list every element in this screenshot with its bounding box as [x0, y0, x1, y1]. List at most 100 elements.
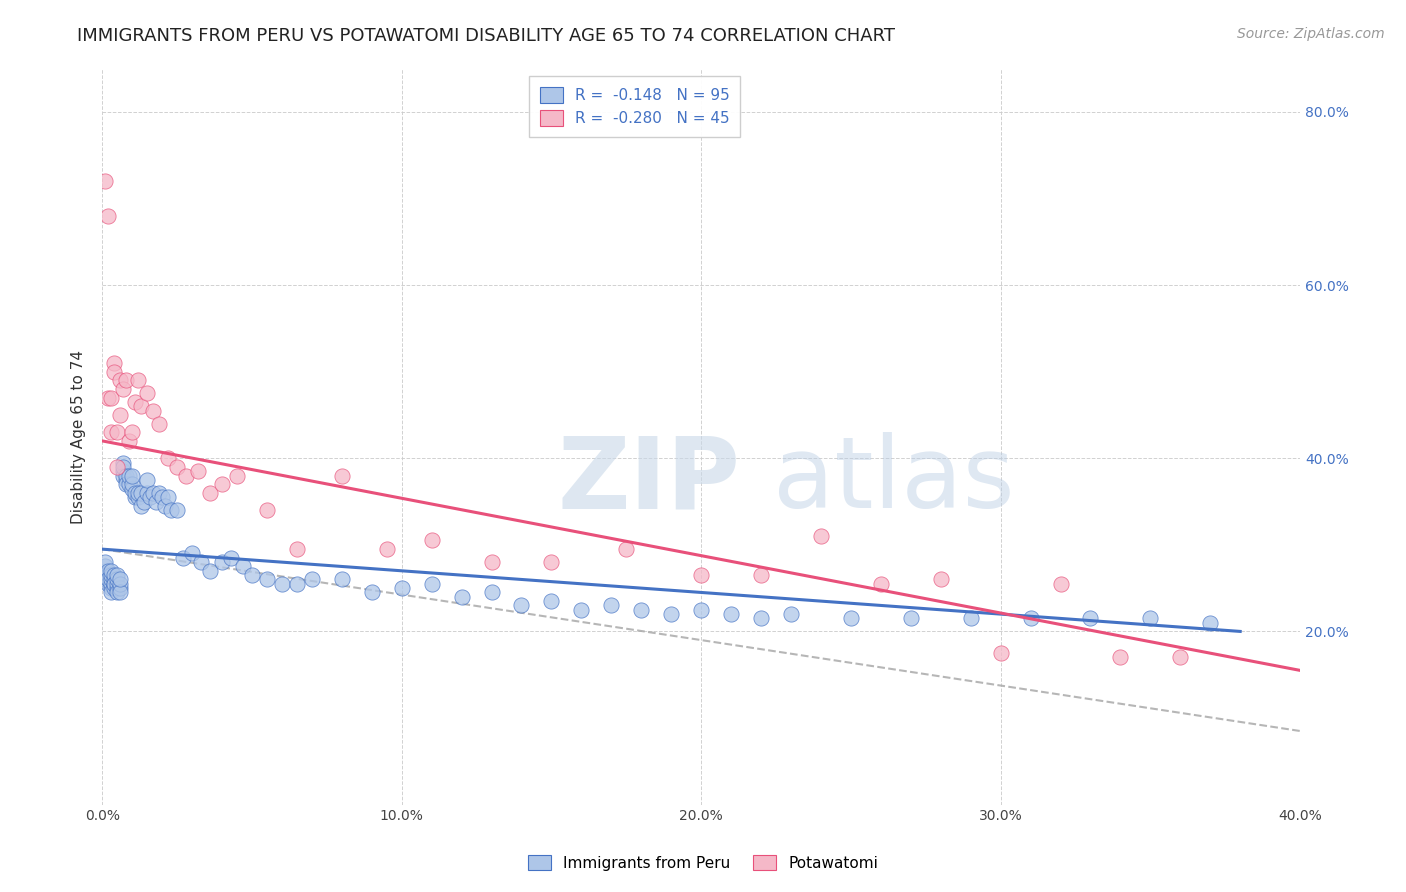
Text: atlas: atlas	[773, 433, 1015, 529]
Point	[103, 581, 125, 595]
Point	[187, 464, 209, 478]
Point	[142, 486, 165, 500]
Point	[94, 174, 117, 188]
Point	[129, 499, 152, 513]
Point	[1019, 611, 1042, 625]
Point	[112, 459, 135, 474]
Point	[105, 581, 128, 595]
Point	[360, 585, 382, 599]
Point	[540, 555, 562, 569]
Point	[153, 499, 176, 513]
Point	[129, 486, 152, 500]
Point	[103, 573, 125, 587]
Point	[780, 607, 803, 621]
Point	[391, 581, 413, 595]
Point	[112, 382, 135, 396]
Point	[94, 555, 117, 569]
Point	[94, 568, 117, 582]
Point	[720, 607, 742, 621]
Point	[118, 477, 141, 491]
Point	[330, 468, 353, 483]
Point	[148, 417, 170, 431]
Point	[240, 568, 263, 582]
Point	[256, 573, 278, 587]
Point	[540, 594, 562, 608]
Point	[256, 503, 278, 517]
Legend: R =  -0.148   N = 95, R =  -0.280   N = 45: R = -0.148 N = 95, R = -0.280 N = 45	[529, 76, 741, 137]
Point	[97, 573, 120, 587]
Point	[127, 373, 149, 387]
Point	[157, 451, 180, 466]
Point	[900, 611, 922, 625]
Point	[103, 576, 125, 591]
Point	[569, 603, 592, 617]
Point	[420, 576, 443, 591]
Point	[127, 486, 149, 500]
Point	[105, 459, 128, 474]
Point	[108, 576, 131, 591]
Point	[420, 533, 443, 548]
Point	[172, 550, 194, 565]
Point	[136, 486, 159, 500]
Point	[100, 573, 122, 587]
Point	[1049, 576, 1071, 591]
Point	[103, 365, 125, 379]
Point	[97, 576, 120, 591]
Point	[174, 468, 197, 483]
Point	[108, 581, 131, 595]
Point	[166, 503, 188, 517]
Point	[614, 542, 637, 557]
Point	[749, 611, 772, 625]
Point	[481, 585, 503, 599]
Point	[103, 568, 125, 582]
Point	[94, 559, 117, 574]
Point	[100, 585, 122, 599]
Point	[450, 590, 472, 604]
Point	[1080, 611, 1102, 625]
Point	[181, 546, 204, 560]
Point	[219, 550, 242, 565]
Point	[148, 486, 170, 500]
Point	[103, 576, 125, 591]
Point	[121, 482, 143, 496]
Point	[139, 490, 162, 504]
Point	[285, 576, 308, 591]
Text: ZIP: ZIP	[557, 433, 741, 529]
Point	[1199, 615, 1222, 630]
Point	[160, 503, 183, 517]
Point	[118, 468, 141, 483]
Point	[94, 564, 117, 578]
Point	[690, 603, 713, 617]
Point	[105, 425, 128, 440]
Point	[100, 576, 122, 591]
Point	[105, 576, 128, 591]
Point	[115, 473, 138, 487]
Point	[108, 573, 131, 587]
Point	[198, 486, 221, 500]
Point	[1168, 650, 1191, 665]
Point	[136, 386, 159, 401]
Point	[134, 494, 156, 508]
Point	[330, 573, 353, 587]
Point	[124, 395, 146, 409]
Text: IMMIGRANTS FROM PERU VS POTAWATOMI DISABILITY AGE 65 TO 74 CORRELATION CHART: IMMIGRANTS FROM PERU VS POTAWATOMI DISAB…	[77, 27, 896, 45]
Point	[121, 468, 143, 483]
Point	[136, 473, 159, 487]
Point	[97, 568, 120, 582]
Point	[285, 542, 308, 557]
Y-axis label: Disability Age 65 to 74: Disability Age 65 to 74	[72, 350, 86, 524]
Point	[118, 434, 141, 448]
Point	[211, 555, 233, 569]
Point	[301, 573, 323, 587]
Point	[121, 425, 143, 440]
Point	[103, 356, 125, 370]
Text: Source: ZipAtlas.com: Source: ZipAtlas.com	[1237, 27, 1385, 41]
Point	[142, 403, 165, 417]
Point	[481, 555, 503, 569]
Point	[959, 611, 981, 625]
Point	[375, 542, 398, 557]
Point	[659, 607, 682, 621]
Point	[108, 585, 131, 599]
Point	[97, 209, 120, 223]
Point	[100, 391, 122, 405]
